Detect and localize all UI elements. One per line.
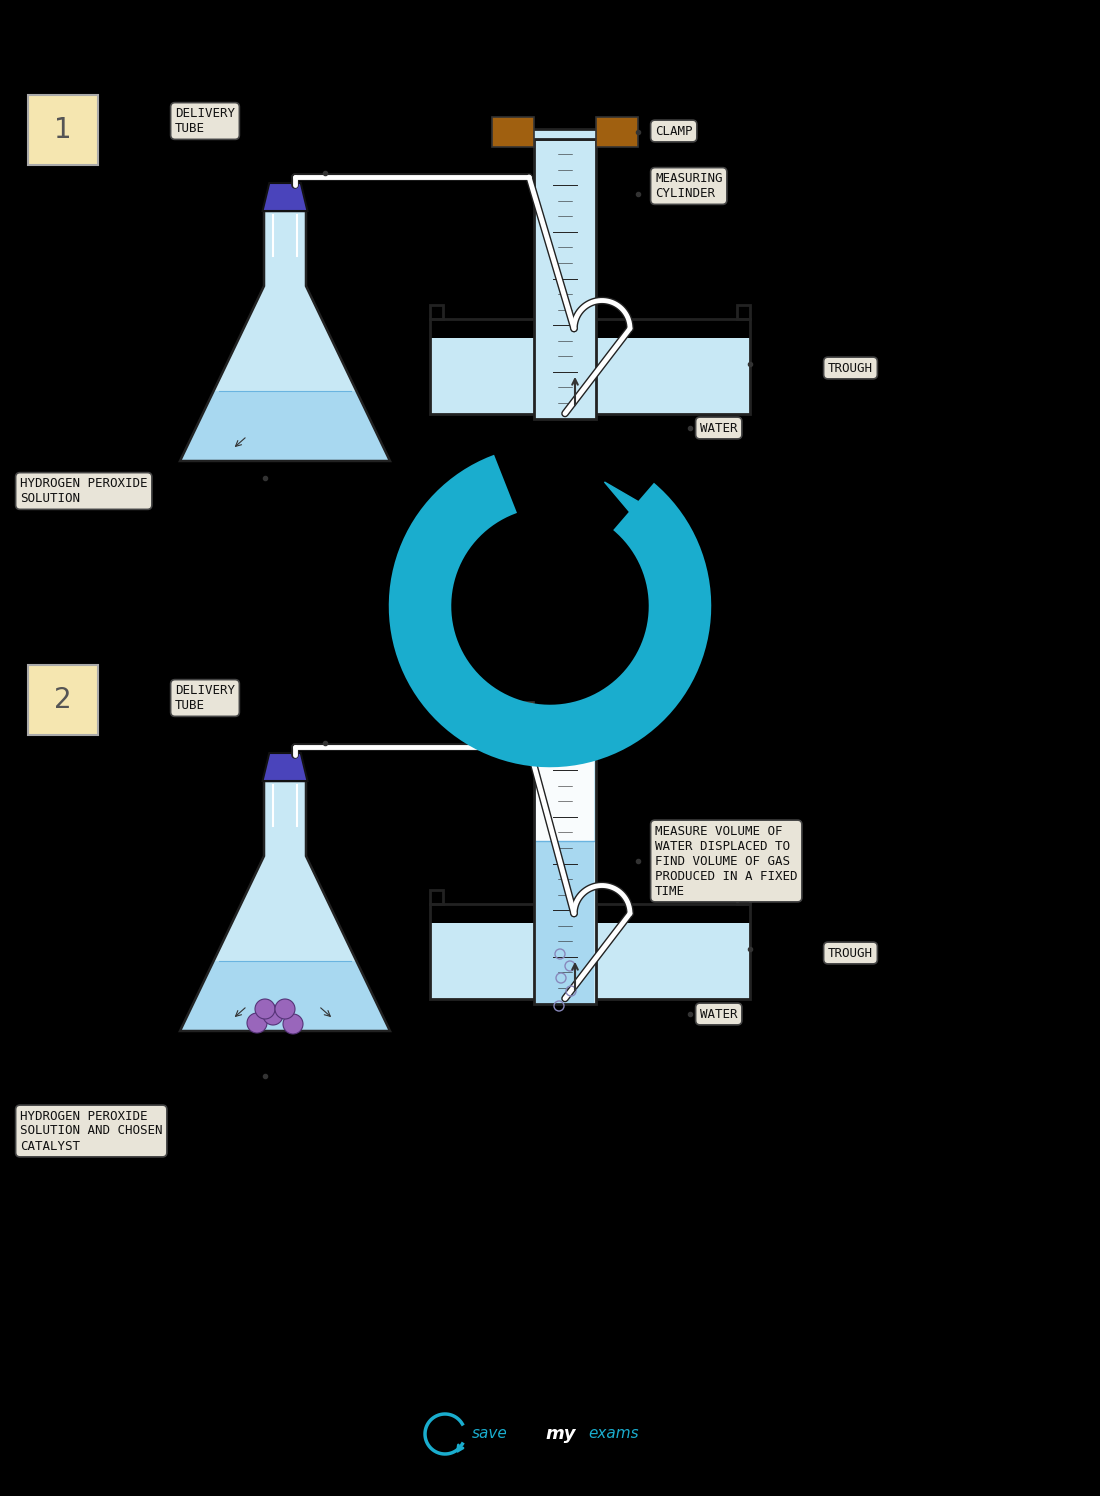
- Text: DELIVERY
TUBE: DELIVERY TUBE: [175, 684, 235, 712]
- Text: save: save: [472, 1427, 508, 1442]
- Polygon shape: [263, 752, 308, 781]
- FancyBboxPatch shape: [28, 666, 98, 735]
- Circle shape: [248, 1013, 267, 1034]
- Bar: [534, 139, 596, 419]
- Polygon shape: [180, 781, 390, 1031]
- FancyBboxPatch shape: [28, 96, 98, 165]
- Text: HYDROGEN PEROXIDE
SOLUTION: HYDROGEN PEROXIDE SOLUTION: [20, 477, 147, 506]
- Text: TROUGH: TROUGH: [828, 947, 873, 959]
- Bar: [534, 139, 596, 419]
- Text: exams: exams: [588, 1427, 639, 1442]
- Text: MEASURING
CYLINDER: MEASURING CYLINDER: [654, 172, 723, 200]
- Bar: [534, 724, 596, 1004]
- Bar: [737, 890, 750, 904]
- Polygon shape: [605, 482, 652, 524]
- Polygon shape: [180, 211, 390, 461]
- Bar: [492, 702, 534, 732]
- Text: HYDROGEN PEROXIDE
SOLUTION AND CHOSEN
CATALYST: HYDROGEN PEROXIDE SOLUTION AND CHOSEN CA…: [20, 1110, 163, 1152]
- Circle shape: [255, 999, 275, 1019]
- Polygon shape: [180, 960, 390, 1031]
- Text: TROUGH: TROUGH: [828, 362, 873, 374]
- Bar: [430, 319, 750, 413]
- Circle shape: [283, 1014, 302, 1034]
- Circle shape: [275, 999, 295, 1019]
- Bar: [430, 338, 750, 413]
- Text: my: my: [544, 1426, 575, 1444]
- Bar: [536, 841, 594, 1004]
- Text: WATER: WATER: [700, 422, 737, 434]
- Bar: [430, 904, 750, 998]
- Bar: [534, 724, 596, 1004]
- Bar: [492, 117, 534, 147]
- Polygon shape: [263, 183, 308, 211]
- Bar: [737, 305, 750, 319]
- Bar: [430, 890, 443, 904]
- Bar: [430, 923, 750, 998]
- Bar: [530, 129, 600, 139]
- Bar: [596, 117, 638, 147]
- Polygon shape: [180, 390, 390, 461]
- Bar: [430, 305, 443, 319]
- Text: MEASURE VOLUME OF
WATER DISPLACED TO
FIND VOLUME OF GAS
PRODUCED IN A FIXED
TIME: MEASURE VOLUME OF WATER DISPLACED TO FIN…: [654, 824, 798, 898]
- Text: DELIVERY
TUBE: DELIVERY TUBE: [175, 108, 235, 135]
- Circle shape: [263, 1005, 283, 1025]
- Bar: [596, 702, 638, 732]
- Text: 1: 1: [54, 117, 72, 144]
- Text: CLAMP: CLAMP: [654, 124, 693, 138]
- Bar: [530, 714, 600, 724]
- Bar: [536, 726, 594, 841]
- Text: WATER: WATER: [700, 1007, 737, 1020]
- Text: 2: 2: [54, 687, 72, 714]
